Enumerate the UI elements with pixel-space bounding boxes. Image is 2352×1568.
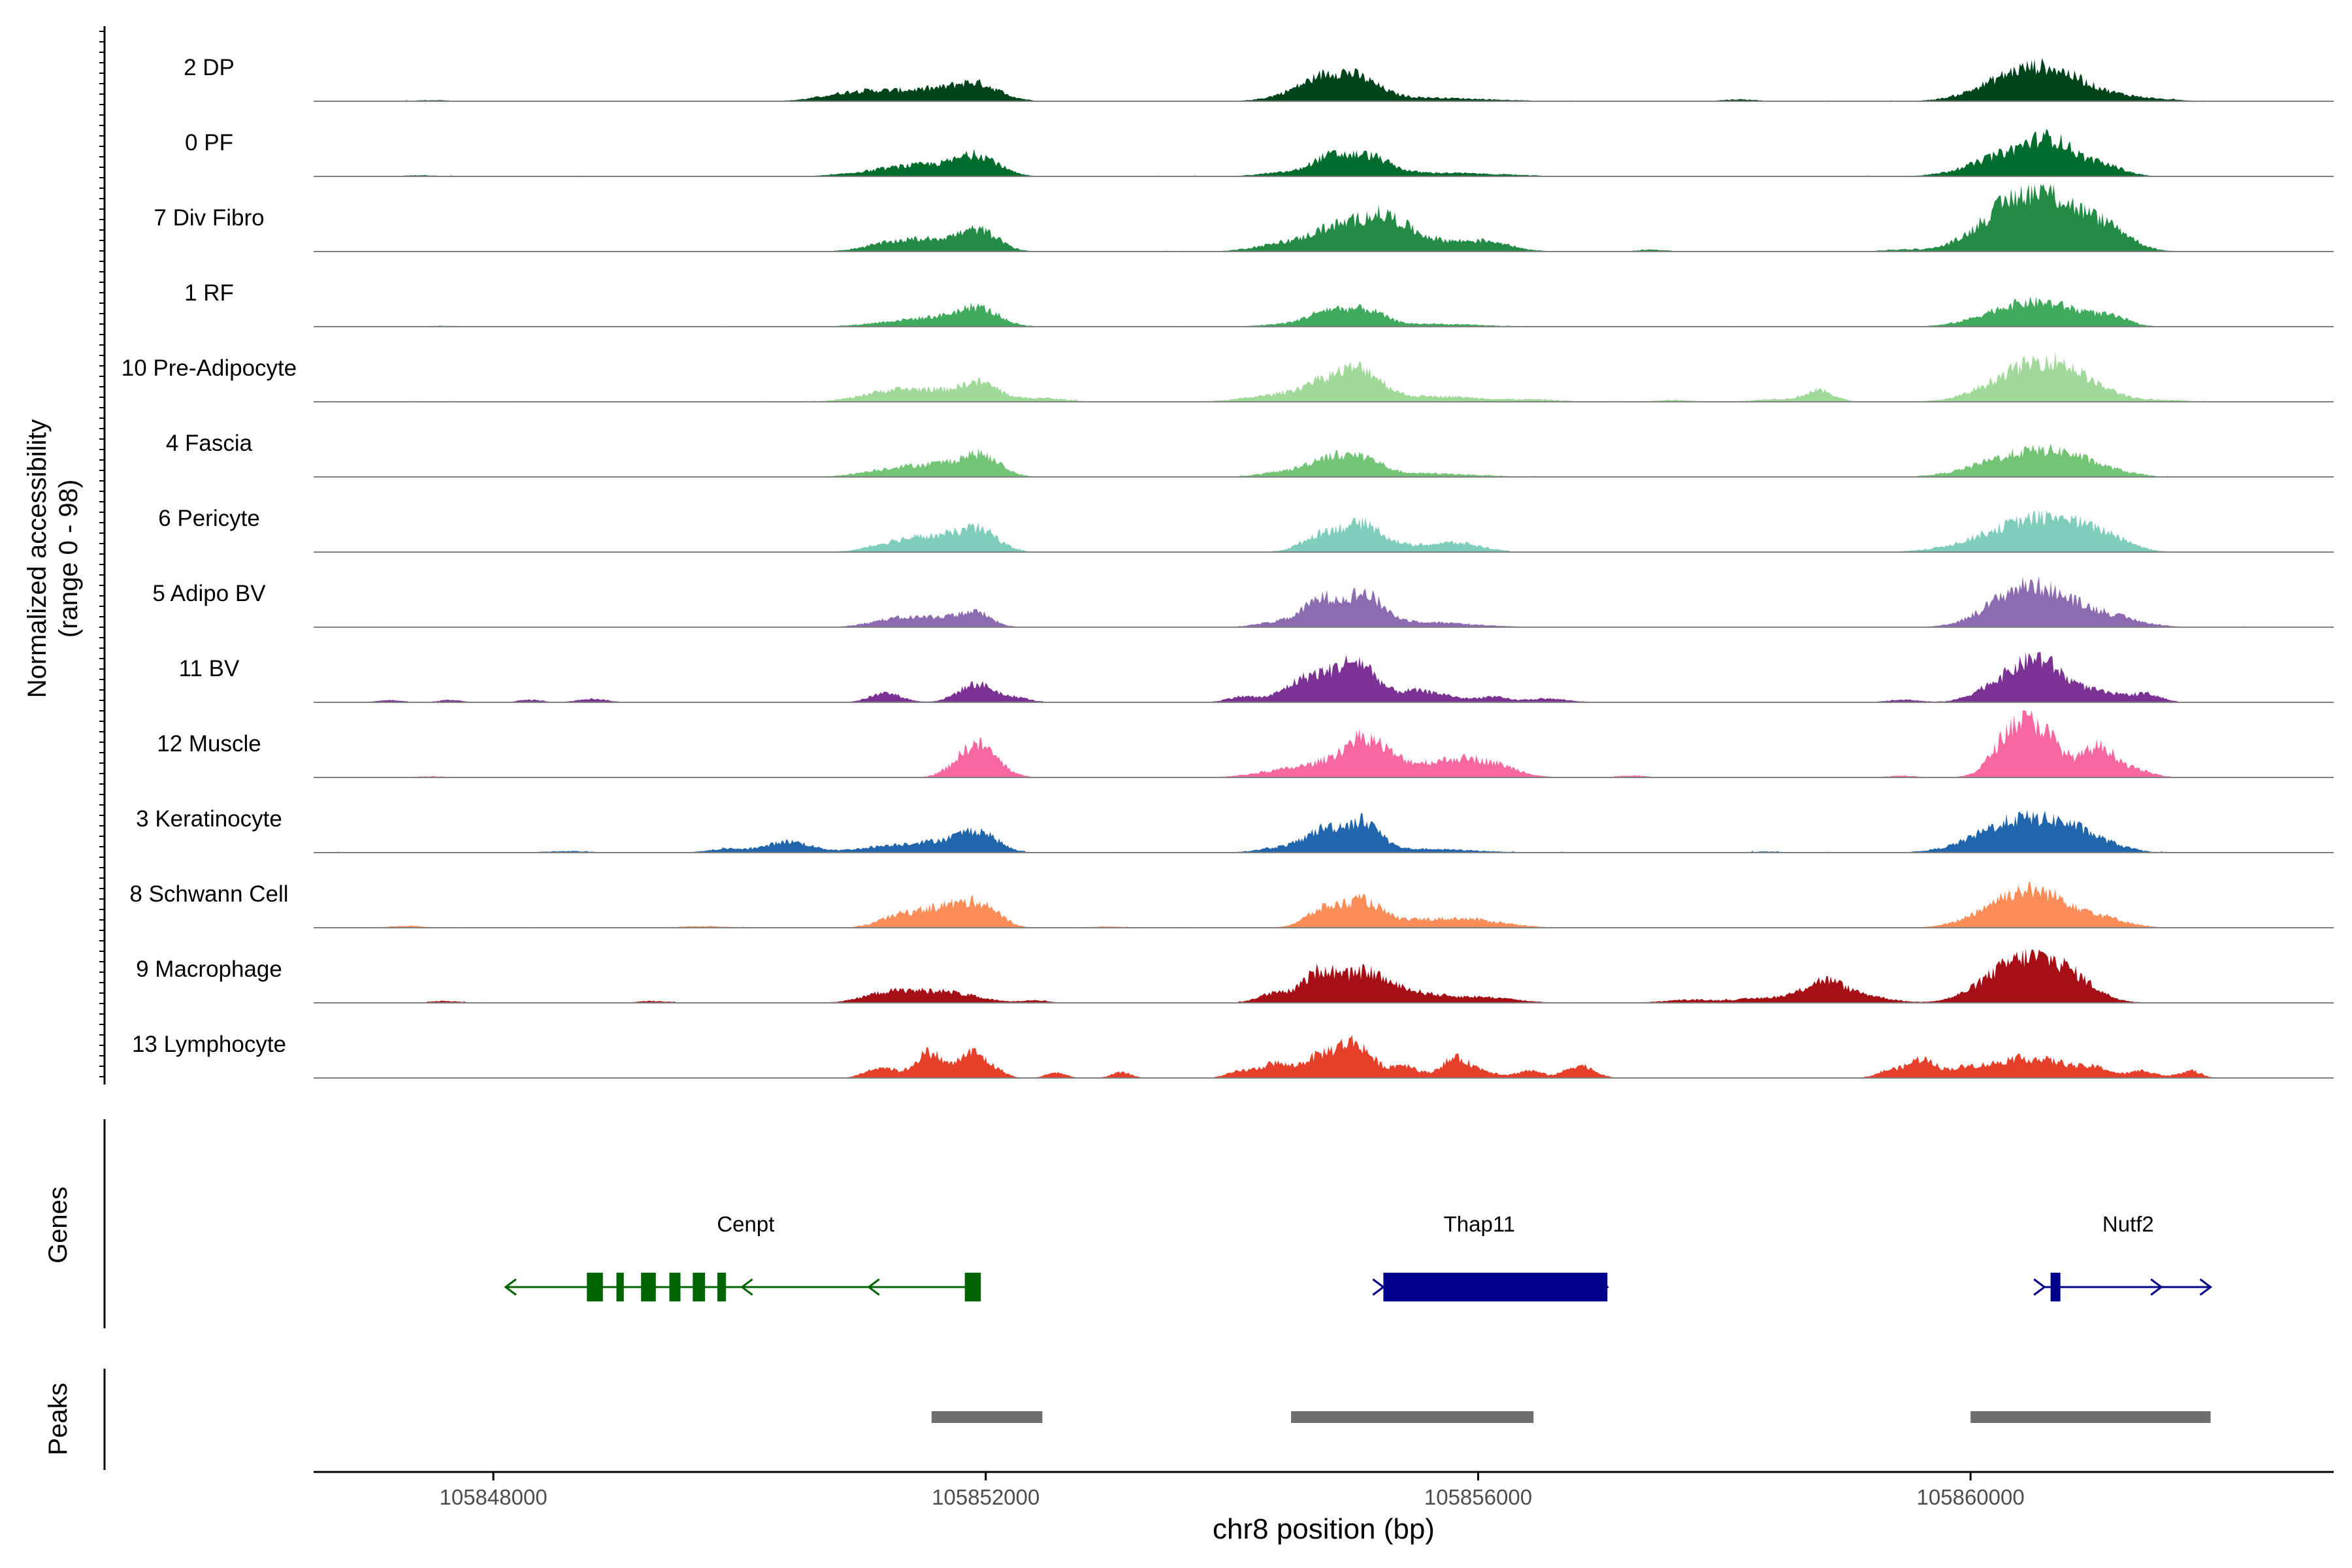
gene-label: Cenpt [717, 1212, 774, 1236]
coverage-area [314, 351, 2334, 402]
genes-panel-label: Genes [44, 1186, 73, 1264]
gene-exon [717, 1273, 727, 1301]
y-axis-label-line2: (range 0 - 98) [54, 480, 83, 638]
coverage-area [314, 710, 2334, 777]
gene-exon [587, 1273, 603, 1301]
strand-arrow [2199, 1278, 2213, 1296]
gene-exon [616, 1273, 624, 1301]
track-label: 8 Schwann Cell [129, 881, 288, 907]
track-7-div-fibro: 7 Div Fibro [154, 184, 2334, 252]
track-10-pre-adipocyte: 10 Pre-Adipocyte [122, 351, 2334, 402]
strand-arrow [504, 1278, 517, 1296]
track-label: 1 RF [184, 280, 234, 306]
x-tick-label: 105856000 [1424, 1485, 1532, 1509]
coverage-area [314, 57, 2334, 101]
track-label: 5 Adipo BV [152, 581, 266, 606]
strand-arrow [1372, 1278, 1385, 1296]
coverage-area [314, 444, 2334, 477]
track-label: 12 Muscle [157, 731, 261, 757]
track-1-rf: 1 RF [184, 280, 2334, 327]
gene-label: Nutf2 [2102, 1212, 2154, 1236]
gene-label: Thap11 [1444, 1212, 1515, 1236]
coverage-tracks: 2 DP 0 PF 7 Div Fibro 1 RF 10 Pre-Adipocyte 4… [122, 55, 2334, 1079]
gene-exon [693, 1273, 706, 1301]
track-label: 10 Pre-Adipocyte [122, 355, 297, 381]
gene-exon [641, 1273, 656, 1301]
coverage-area [314, 576, 2334, 627]
strand-arrow [2150, 1278, 2163, 1296]
gene-thap11: Thap11 [1372, 1212, 1609, 1301]
peak-bar [931, 1411, 1043, 1423]
y-axis-label-line1: Normalized accessibility [23, 419, 52, 698]
coverage-area [314, 296, 2334, 327]
gene-exon [964, 1273, 981, 1301]
track-label: 6 Pericyte [158, 506, 260, 531]
track-0-pf: 0 PF [185, 129, 2334, 177]
gene-nutf2: Nutf2 [2033, 1212, 2213, 1301]
coverage-axis-rail [99, 26, 106, 1085]
x-tick-label: 105860000 [1917, 1485, 2025, 1509]
track-5-adipo-bv: 5 Adipo BV [152, 576, 2334, 628]
coverage-area [314, 881, 2334, 928]
peaks-track [931, 1411, 2211, 1423]
track-label: 2 DP [184, 55, 235, 80]
coverage-area [314, 949, 2334, 1003]
track-3-keratinocyte: 3 Keratinocyte [136, 806, 2334, 853]
gene-exon [669, 1273, 681, 1301]
track-4-fascia: 4 Fascia [166, 431, 2334, 478]
track-label: 3 Keratinocyte [136, 806, 282, 832]
strand-arrow [740, 1278, 753, 1296]
track-label: 11 BV [179, 656, 240, 681]
strand-arrow [2033, 1278, 2046, 1296]
track-13-lymphocyte: 13 Lymphocyte [132, 1032, 2334, 1079]
x-axis: 105848000 105852000 105856000 105860000 [440, 1472, 2025, 1509]
track-8-schwann-cell: 8 Schwann Cell [129, 881, 2334, 928]
track-label: 4 Fascia [166, 431, 253, 456]
track-label: 13 Lymphocyte [132, 1032, 286, 1057]
coverage-area [314, 1035, 2334, 1078]
strand-arrow [867, 1278, 880, 1296]
track-2-dp: 2 DP [184, 55, 2334, 102]
x-tick-label: 105852000 [932, 1485, 1039, 1509]
peak-bar [1291, 1411, 1534, 1423]
gene-exon [1383, 1273, 1608, 1301]
track-12-muscle: 12 Muscle [157, 710, 2334, 778]
coverage-area [314, 129, 2334, 176]
coverage-area [314, 509, 2334, 552]
track-label: 9 Macrophage [136, 956, 282, 982]
gene-exon [2050, 1273, 2061, 1301]
peak-bar [1970, 1411, 2211, 1423]
coverage-area [314, 184, 2334, 252]
track-label: 7 Div Fibro [154, 205, 264, 231]
gene-annotation-track: Cenpt Thap11 Nutf2 [504, 1212, 2213, 1301]
gene-cenpt: Cenpt [504, 1212, 981, 1301]
strand-arrow [1596, 1278, 1609, 1296]
track-9-macrophage: 9 Macrophage [136, 949, 2334, 1004]
peaks-panel-label: Peaks [44, 1382, 73, 1455]
coverage-area [314, 809, 2334, 853]
x-tick-label: 105848000 [440, 1485, 547, 1509]
track-11-bv: 11 BV [179, 651, 2334, 703]
x-axis-label: chr8 position (bp) [1213, 1513, 1435, 1545]
track-6-pericyte: 6 Pericyte [158, 506, 2334, 553]
coverage-area [314, 651, 2334, 702]
track-label: 0 PF [185, 130, 233, 155]
